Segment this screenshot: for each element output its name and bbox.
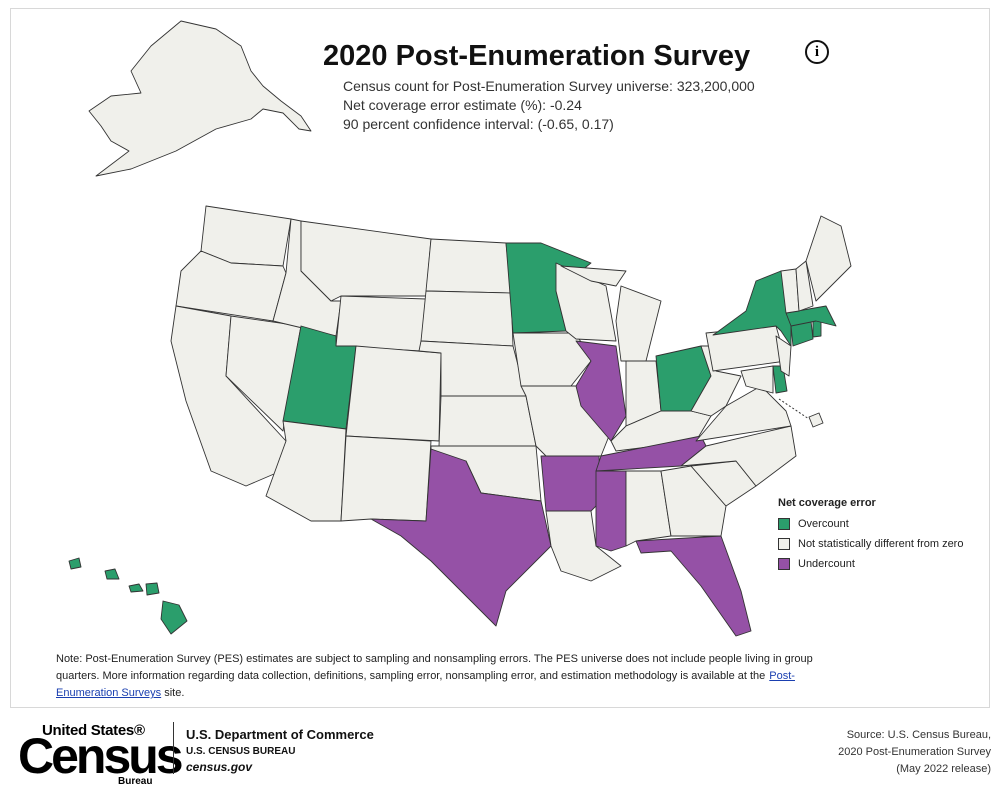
state <box>635 535 752 637</box>
legend: Net coverage error Overcount Not statisti… <box>778 497 963 574</box>
source-line: 2020 Post-Enumeration Survey <box>838 746 991 758</box>
note-text: site. <box>161 687 185 699</box>
legend-item: Overcount <box>778 514 963 534</box>
logo-bottom: Bureau <box>118 776 153 787</box>
note-link[interactable]: Post-Enumeration Surveys <box>56 670 795 699</box>
state <box>560 265 627 287</box>
agency-line: census.gov <box>186 760 253 774</box>
state <box>300 220 432 302</box>
state <box>340 435 432 522</box>
state <box>615 285 662 362</box>
state <box>512 332 592 387</box>
state <box>420 290 514 347</box>
agency-line: U.S. Department of Commerce <box>186 727 374 742</box>
legend-swatch <box>778 518 790 530</box>
logo-top: United States® <box>42 722 145 739</box>
state <box>660 465 727 537</box>
legend-label: Not statistically different from zero <box>798 538 964 550</box>
agency-line: U.S. CENSUS BUREAU <box>186 746 296 757</box>
note: Note: Post-Enumeration Survey (PES) esti… <box>56 651 846 702</box>
state <box>695 385 792 442</box>
subtitle-line: 90 percent confidence interval: (-0.65, … <box>343 116 614 132</box>
subtitle-line: Net coverage error estimate (%): -0.24 <box>343 97 582 113</box>
source: Source: U.S. Census Bureau, 2020 Post-Enu… <box>838 727 991 778</box>
legend-label: Overcount <box>798 518 849 530</box>
subtitle: Census count for Post-Enumeration Survey… <box>343 77 755 134</box>
state <box>812 320 822 338</box>
legend-item: Undercount <box>778 554 963 574</box>
state <box>795 260 814 312</box>
state <box>438 395 537 447</box>
us-map <box>68 20 852 637</box>
state <box>370 448 552 627</box>
state <box>740 365 774 394</box>
state <box>805 215 852 302</box>
state <box>595 470 627 552</box>
state <box>575 340 627 442</box>
state <box>160 600 188 635</box>
state <box>145 582 160 596</box>
logo-main: Census <box>18 728 184 784</box>
divider <box>173 722 174 774</box>
state <box>808 412 824 428</box>
legend-swatch <box>778 558 790 570</box>
state <box>128 583 144 593</box>
state <box>540 455 602 512</box>
state <box>68 557 82 570</box>
state <box>265 420 347 522</box>
agency: U.S. Department of Commerce U.S. CENSUS B… <box>186 727 374 774</box>
legend-title: Net coverage error <box>778 497 876 509</box>
title: 2020 Post-Enumeration Survey <box>323 40 751 72</box>
state <box>625 470 672 547</box>
source-line: Source: U.S. Census Bureau, <box>846 729 991 741</box>
state <box>335 295 427 352</box>
legend-swatch <box>778 538 790 550</box>
subtitle-line: Census count for Post-Enumeration Survey… <box>343 78 755 94</box>
state <box>345 345 442 442</box>
state <box>775 335 792 377</box>
legend-label: Undercount <box>798 558 855 570</box>
state <box>425 238 512 294</box>
legend-item: Not statistically different from zero <box>778 534 963 554</box>
source-line: (May 2022 release) <box>896 763 991 775</box>
note-text: Note: Post-Enumeration Survey (PES) esti… <box>56 653 813 682</box>
info-icon[interactable]: i <box>805 40 829 64</box>
state <box>88 20 312 177</box>
state <box>104 568 120 580</box>
map-panel <box>10 8 990 708</box>
state <box>545 510 622 582</box>
state <box>555 262 617 342</box>
